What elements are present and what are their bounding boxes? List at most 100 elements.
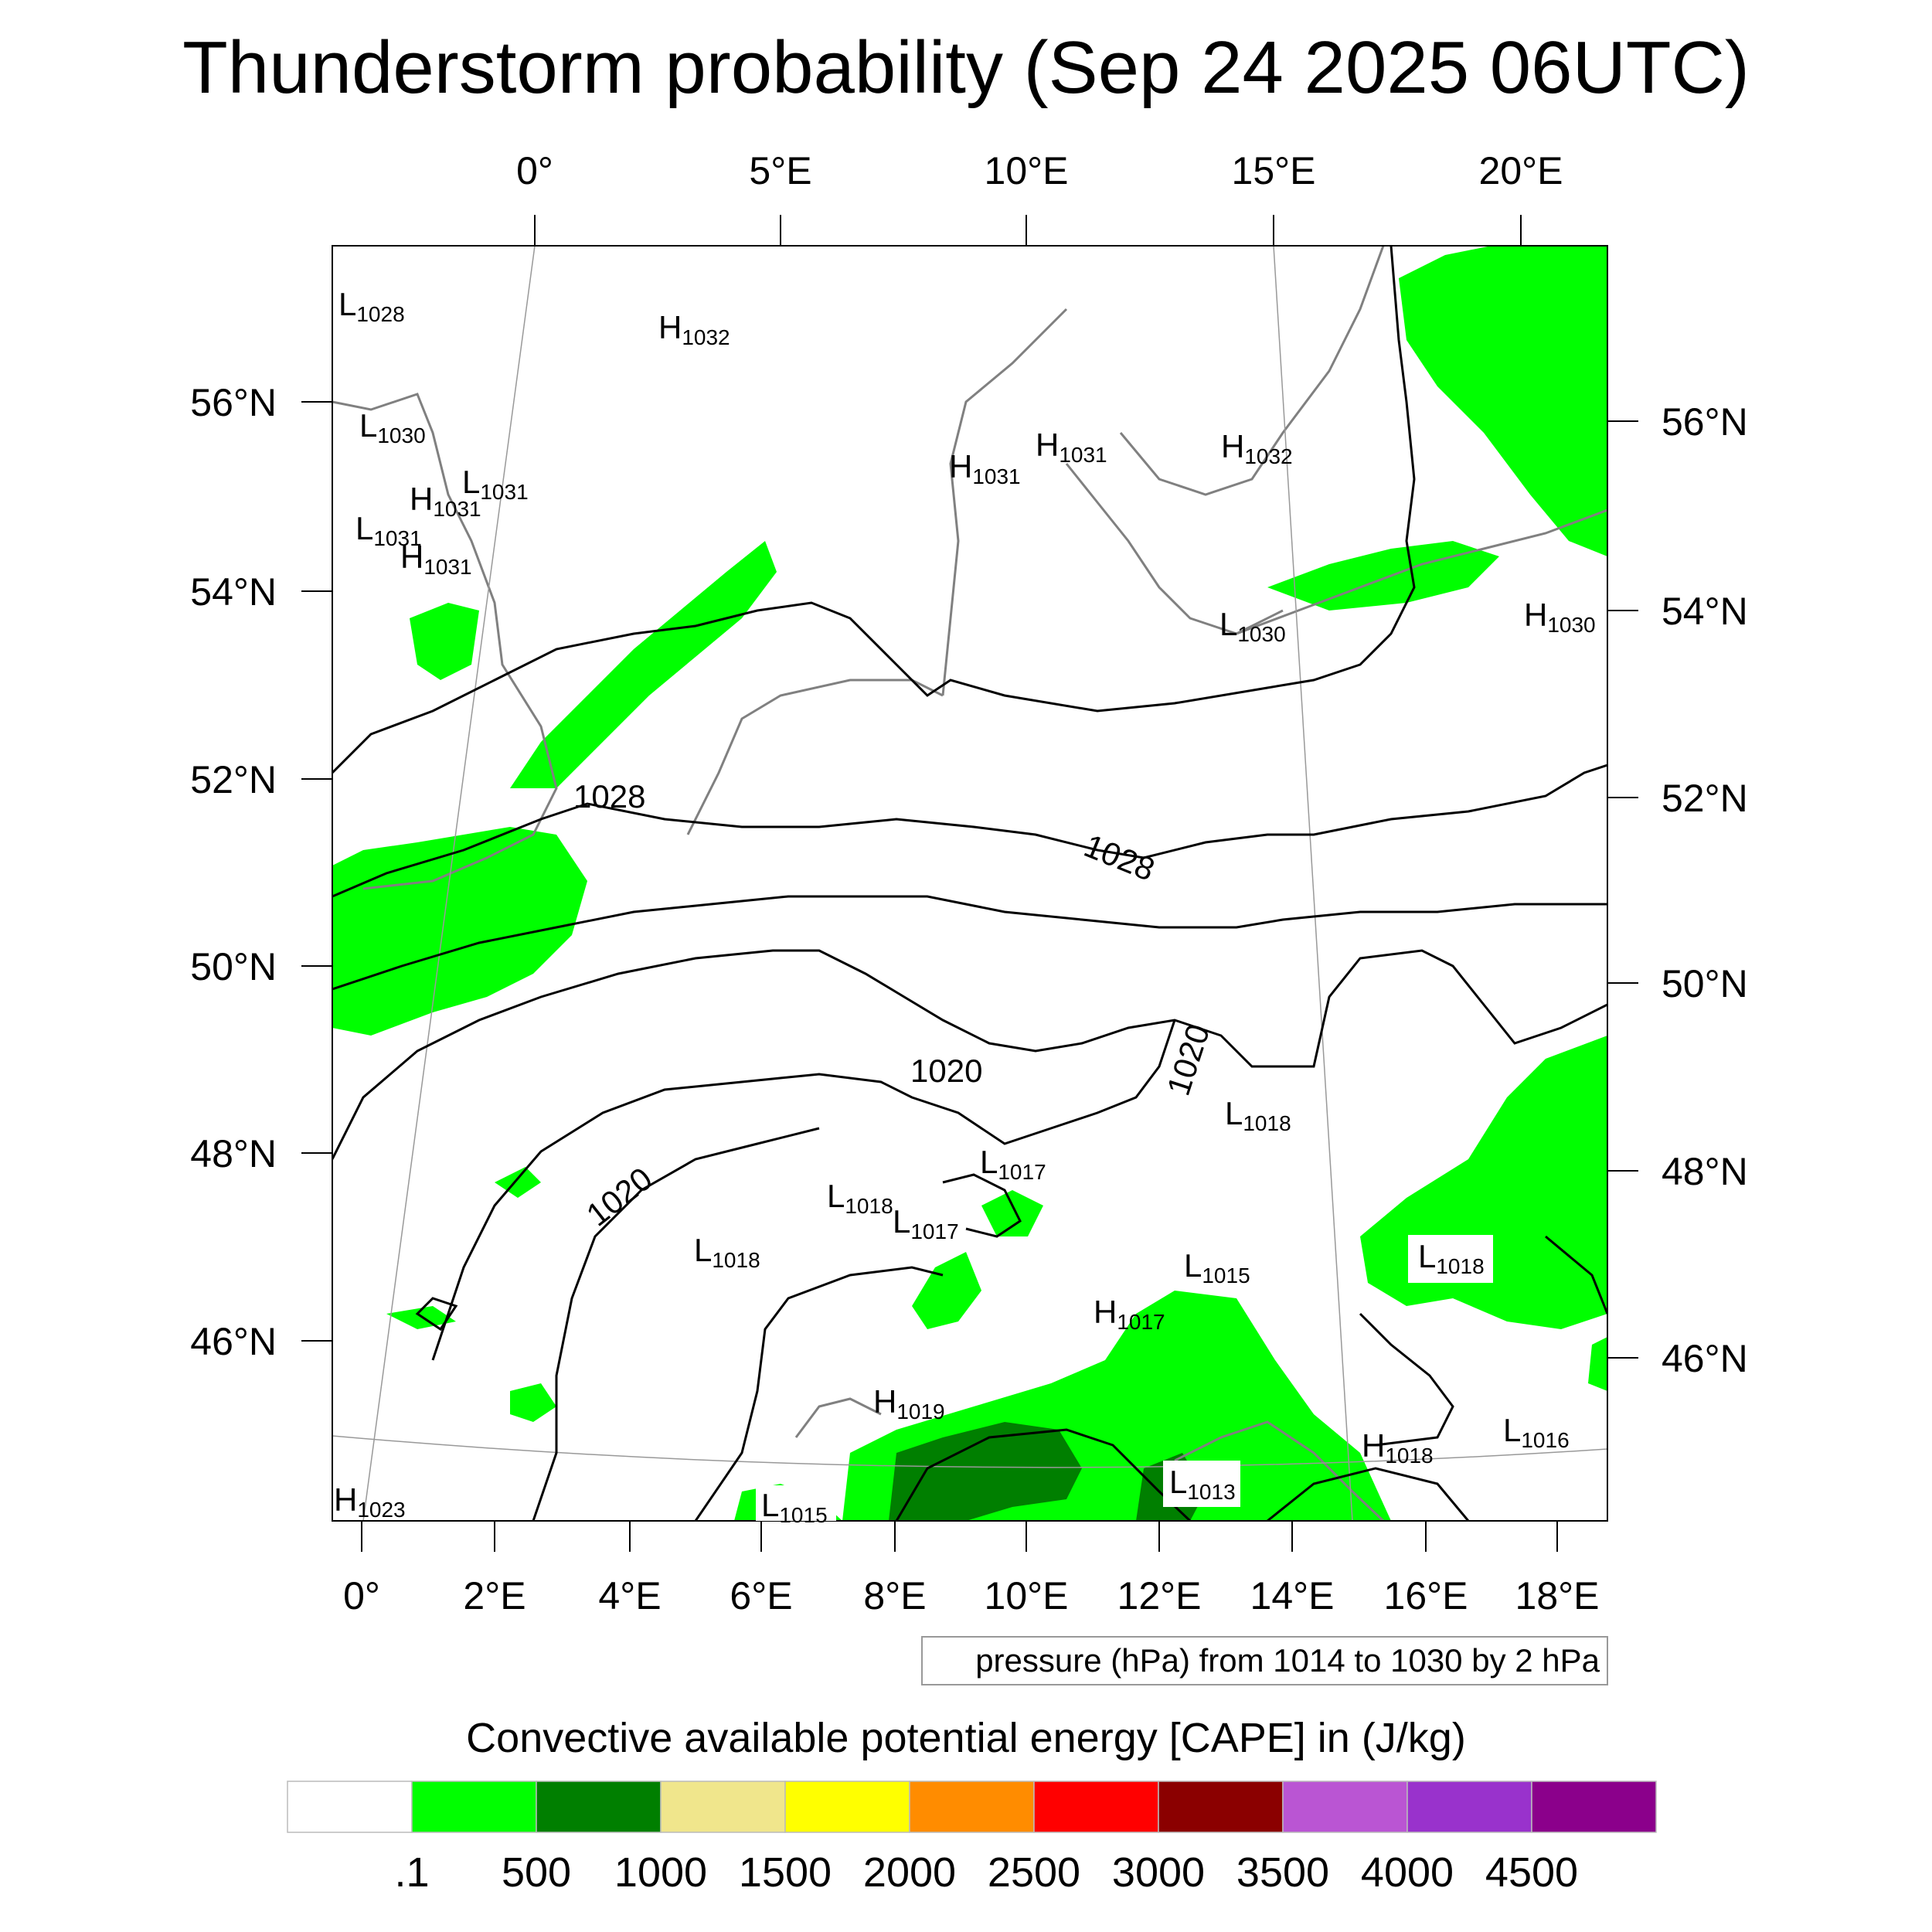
right-lat-label: 54°N xyxy=(1662,590,1748,633)
pressure-center: L1030 xyxy=(359,407,426,447)
cape-area-channel xyxy=(332,827,587,1036)
right-lat-label: 50°N xyxy=(1662,962,1748,1005)
left-lat-labels: 56°N 54°N 52°N 50°N 48°N 46°N xyxy=(190,381,277,1363)
colorbar-labels: .1 500 1000 1500 2000 2500 3000 3500 4000 4500 xyxy=(394,1849,1578,1896)
pressure-center: L1031 xyxy=(462,464,529,504)
cape-area-swiss xyxy=(981,1190,1043,1236)
map-title: Thunderstorm probability (Sep 24 2025 06… xyxy=(182,26,1750,109)
pressure-center: L1017 xyxy=(980,1144,1046,1184)
pressure-center: H1030 xyxy=(1524,597,1596,637)
left-lat-label: 50°N xyxy=(190,945,277,988)
coast-baltic-south xyxy=(1236,509,1607,635)
cape-area-france-1 xyxy=(495,1167,541,1198)
pressure-center-box xyxy=(1163,1461,1240,1507)
pressure-center: L1016 xyxy=(1503,1412,1570,1452)
colorbar-box xyxy=(1282,1781,1408,1833)
left-lat-label: 52°N xyxy=(190,758,277,801)
pressure-center: L1015 xyxy=(761,1487,828,1527)
top-lon-label: 10°E xyxy=(985,149,1069,192)
cape-area-central xyxy=(912,1252,981,1329)
isobar-11 xyxy=(1359,1312,1454,1447)
map-frame xyxy=(332,245,1608,1522)
isobar-8 xyxy=(895,1428,1192,1521)
pressure-center: H1031 xyxy=(1036,427,1107,467)
pressure-center: L1030 xyxy=(1219,606,1286,646)
coast-adriatic xyxy=(1174,1420,1385,1521)
cape-area-dark-alps-west xyxy=(889,1422,1082,1521)
pressure-center: H1031 xyxy=(400,539,472,579)
colorbar-box xyxy=(660,1781,786,1833)
pressure-center: L1031 xyxy=(355,510,422,550)
pressure-center-box xyxy=(756,1485,836,1521)
colorbar-label: 1500 xyxy=(739,1849,832,1896)
bottom-lon-label: 2°E xyxy=(463,1574,526,1617)
bottom-lon-label: 8°E xyxy=(863,1574,926,1617)
coast-ligurian xyxy=(794,1397,882,1438)
right-lat-label: 46°N xyxy=(1662,1337,1748,1380)
isobars xyxy=(332,246,1607,1521)
pressure-center: L1018 xyxy=(827,1178,893,1218)
right-lat-label: 56°N xyxy=(1662,400,1748,444)
colorbar-box xyxy=(1406,1781,1532,1833)
left-lat-label: 54°N xyxy=(190,570,277,614)
graticule xyxy=(332,246,1607,1521)
colorbar-label: 3000 xyxy=(1112,1849,1205,1896)
colorbar-label: 4500 xyxy=(1485,1849,1578,1896)
pressure-centers: L1028 H1032 L1030 L1031 H1031 L1031 H103… xyxy=(334,286,1596,1527)
top-lon-label: 15°E xyxy=(1232,149,1316,192)
colorbar-box xyxy=(909,1781,1035,1833)
pressure-center: L1013 xyxy=(1169,1464,1236,1504)
left-lat-label: 46°N xyxy=(190,1320,277,1363)
pressure-center: H1032 xyxy=(1221,428,1293,468)
pressure-info-frame xyxy=(921,1636,1608,1685)
pressure-center: L1017 xyxy=(893,1203,959,1243)
top-lon-label: 5°E xyxy=(749,149,811,192)
isobar-2 xyxy=(332,764,1607,898)
colorbar-label: 3500 xyxy=(1236,1849,1329,1896)
isobar-4 xyxy=(332,949,1607,1160)
top-lon-label: 20°E xyxy=(1479,149,1563,192)
bottom-lon-labels: 0° 2°E 4°E 6°E 8°E 10°E 12°E 14°E 16°E 1… xyxy=(343,1574,1599,1617)
left-lat-label: 48°N xyxy=(190,1132,277,1175)
pressure-center: L1015 xyxy=(1184,1247,1250,1287)
pressure-center: L1018 xyxy=(1225,1095,1291,1135)
cape-area-east-2 xyxy=(1588,1337,1607,1391)
isobar-7 xyxy=(694,1266,944,1521)
isobar-1 xyxy=(332,246,1416,774)
isobar-10 xyxy=(1545,1235,1607,1315)
right-lat-label: 52°N xyxy=(1662,777,1748,820)
isobar-3 xyxy=(332,895,1607,991)
coastlines xyxy=(332,246,1607,1521)
colorbar-label: 4000 xyxy=(1361,1849,1454,1896)
pressure-center: H1032 xyxy=(658,309,730,349)
colorbar-label: 2000 xyxy=(863,1849,956,1896)
meridian-0 xyxy=(362,246,536,1521)
colorbar-label: 1000 xyxy=(614,1849,707,1896)
pressure-center: L1028 xyxy=(338,286,405,326)
pressure-center: H1017 xyxy=(1094,1294,1165,1334)
colorbar-box xyxy=(1531,1781,1657,1833)
coast-britain xyxy=(332,393,558,890)
pressure-info-text: pressure (hPa) from 1014 to 1030 by 2 hP… xyxy=(975,1642,1600,1679)
colorbar-label: 500 xyxy=(502,1849,571,1896)
colorbar-box xyxy=(411,1781,537,1833)
pressure-center: H1031 xyxy=(949,448,1021,488)
top-lon-label: 0° xyxy=(516,149,553,192)
bottom-lon-label: 18°E xyxy=(1515,1574,1600,1617)
pressure-center: L1018 xyxy=(694,1232,760,1272)
coast-sweden xyxy=(1119,246,1385,496)
isobar-5 xyxy=(431,1019,1176,1361)
colorbar-box xyxy=(784,1781,910,1833)
parallel-45n xyxy=(332,1435,1607,1468)
bottom-lon-label: 10°E xyxy=(985,1574,1069,1617)
colorbar-title: Convective available potential energy [C… xyxy=(466,1715,1466,1761)
isobar-9 xyxy=(1267,1467,1470,1521)
right-ticks xyxy=(1607,420,1638,1359)
right-lat-labels: 56°N 54°N 52°N 50°N 48°N 46°N xyxy=(1662,400,1748,1380)
coast-jutland xyxy=(941,308,1068,696)
pressure-center: H1031 xyxy=(410,481,481,521)
colorbar: Convective available potential energy [C… xyxy=(287,1715,1657,1896)
bottom-lon-label: 0° xyxy=(343,1574,380,1617)
cape-area-baltic-north xyxy=(1399,246,1607,556)
isobar-6 xyxy=(532,1127,820,1521)
